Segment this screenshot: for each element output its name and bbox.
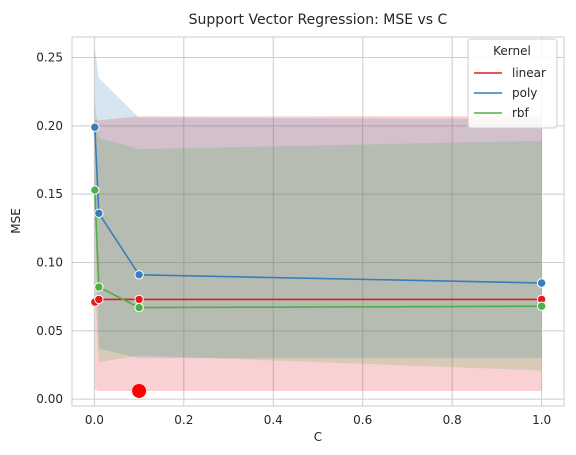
- data-point-rbf: [134, 302, 144, 313]
- y-tick-label: 0.00: [36, 392, 63, 406]
- legend: Kernel linear poly rbf: [467, 38, 558, 129]
- legend-label-poly: poly: [512, 86, 537, 100]
- ci-band-linear: [94, 116, 542, 391]
- x-tick-label: 0.6: [353, 413, 372, 427]
- data-point-poly: [134, 270, 144, 280]
- y-tick-label: 0.15: [36, 187, 63, 201]
- data-point-poly: [536, 278, 547, 288]
- legend-title: Kernel: [493, 44, 531, 58]
- y-tick-label: 0.25: [36, 51, 63, 65]
- y-axis-ticks: 0.00 0.05 0.10 0.15 0.20 0.25: [36, 51, 63, 407]
- data-point-rbf: [94, 282, 104, 292]
- legend-box: [467, 38, 558, 129]
- x-tick-label: 0.4: [264, 413, 283, 427]
- x-axis-label: C: [314, 430, 322, 444]
- data-point-rbf: [536, 301, 547, 311]
- data-point-linear: [134, 294, 144, 305]
- highlight-point: [132, 383, 147, 398]
- y-axis-label: MSE: [9, 208, 23, 234]
- x-tick-label: 0.8: [443, 413, 462, 427]
- data-point-poly: [94, 208, 104, 219]
- ci-band-rbf: [94, 99, 542, 371]
- series-line-rbf: [94, 190, 542, 309]
- x-tick-label: 0.0: [85, 413, 104, 427]
- x-tick-label: 0.2: [174, 413, 193, 427]
- chart-title: Support Vector Regression: MSE vs C: [189, 12, 448, 28]
- series-markers: [90, 122, 547, 398]
- y-tick-label: 0.20: [36, 119, 63, 133]
- y-tick-label: 0.05: [36, 324, 63, 338]
- legend-label-linear: linear: [512, 66, 546, 80]
- x-tick-label: 1.0: [532, 413, 551, 427]
- data-point-linear: [94, 294, 104, 305]
- y-tick-label: 0.10: [36, 256, 63, 270]
- data-point-rbf: [90, 185, 100, 195]
- legend-label-rbf: rbf: [512, 106, 530, 120]
- series-line-poly: [94, 127, 542, 284]
- grid-lines: [72, 37, 564, 406]
- x-axis-ticks: 0.0 0.2 0.4 0.6 0.8 1.0: [85, 413, 551, 427]
- data-point-poly: [90, 122, 100, 132]
